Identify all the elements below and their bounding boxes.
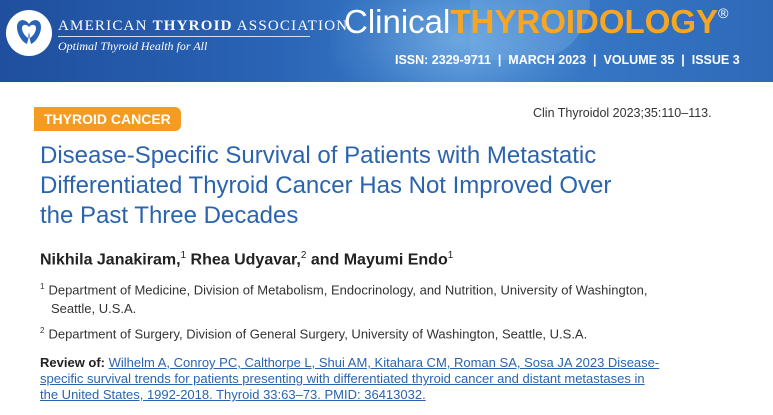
banner-glow (330, 0, 590, 82)
issue-info: ISSN: 2329-9711 | MARCH 2023 | VOLUME 35… (395, 53, 740, 67)
affiliation-text: Department of Surgery, Division of Gener… (48, 326, 588, 342)
affiliation-text: Seattle, U.S.A. (51, 301, 137, 317)
journal-title-clinical: Clinical (344, 3, 451, 40)
journal-banner: AMERICAN THYROID ASSOCIATION Optimal Thy… (0, 0, 773, 82)
title-line: the Past Three Decades (40, 202, 299, 229)
author-name: and Mayumi Endo (310, 251, 448, 269)
association-tagline: Optimal Thyroid Health for All (58, 39, 208, 53)
reference-link[interactable]: specific survival trends for patients pr… (40, 371, 645, 386)
reference-link[interactable]: Wilhelm A, Conroy PC, Calthorpe L, Shui … (108, 355, 660, 370)
affiliation-2: 2 Department of Surgery, Division of Gene… (40, 321, 587, 343)
review-label: Review of: (40, 355, 106, 370)
association-name[interactable]: AMERICAN THYROID ASSOCIATION (58, 18, 349, 34)
reference-link[interactable]: the United States, 1992-2018. Thyroid 33… (40, 387, 426, 402)
affiliation-marker: 2 (300, 250, 307, 261)
affiliation-text: Department of Medicine, Division of Meta… (48, 282, 648, 298)
author-name: Rhea Udyavar, (190, 251, 301, 269)
author-list: Nikhila Janakiram,1 Rhea Udyavar,2 and M… (40, 250, 453, 269)
title-line: Disease-Specific Survival of Patients wi… (40, 142, 597, 169)
article-title: Disease-Specific Survival of Patients wi… (40, 141, 740, 231)
association-divider (58, 36, 310, 37)
thyroid-butterfly-logo-icon[interactable] (6, 10, 52, 56)
journal-title-thyroidology: THYROIDOLOGY (450, 3, 719, 40)
author-name: Nikhila Janakiram, (40, 251, 181, 269)
butterfly-icon (17, 20, 41, 44)
title-line: Differentiated Thyroid Cancer Has Not Im… (40, 172, 612, 199)
affiliation-1: 1 Department of Medicine, Division of Met… (40, 277, 647, 318)
review-line: Review of: Wilhelm A, Conroy PC, Calthor… (40, 355, 730, 371)
category-tag: THYROID CANCER (34, 107, 181, 131)
affiliation-number: 2 (40, 326, 45, 335)
affiliation-number: 1 (40, 282, 45, 291)
journal-citation: Clin Thyroidol 2023;35:110–113. (533, 106, 712, 120)
review-of-reference: Review of: Wilhelm A, Conroy PC, Calthor… (40, 355, 730, 403)
affiliation-marker: 1 (447, 250, 454, 261)
registered-mark: ® (718, 5, 729, 21)
affiliation-marker: 1 (180, 250, 187, 261)
journal-title[interactable]: ClinicalTHYROIDOLOGY® (344, 2, 728, 42)
